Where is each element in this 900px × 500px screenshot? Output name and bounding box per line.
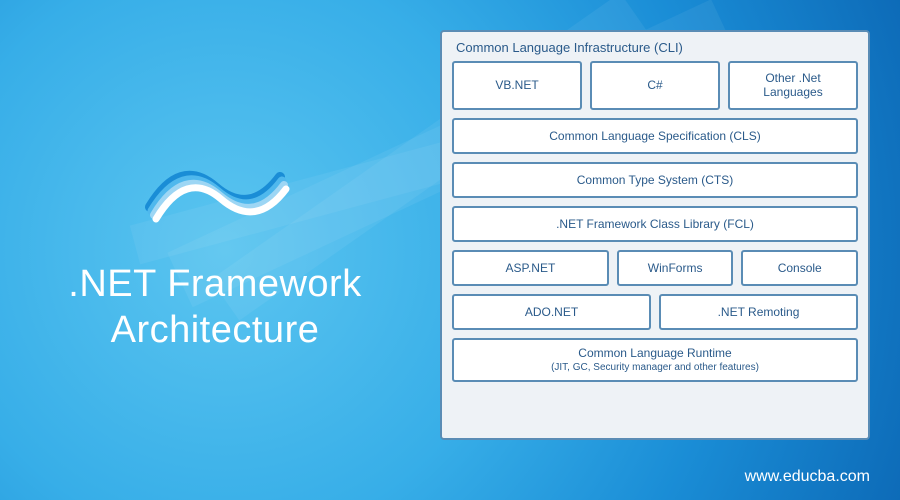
- box-other-languages: Other .Net Languages: [728, 61, 858, 110]
- page-title: .NET Framework Architecture: [68, 262, 361, 353]
- row-languages: VB.NET C# Other .Net Languages: [452, 61, 858, 110]
- row-clr: Common Language Runtime (JIT, GC, Securi…: [452, 338, 858, 382]
- box-console: Console: [741, 250, 858, 286]
- box-cts: Common Type System (CTS): [452, 162, 858, 198]
- box-winforms: WinForms: [617, 250, 734, 286]
- box-clr-main: Common Language Runtime: [578, 346, 731, 360]
- row-frameworks: ASP.NET WinForms Console: [452, 250, 858, 286]
- row-data: ADO.NET .NET Remoting: [452, 294, 858, 330]
- left-panel: .NET Framework Architecture: [0, 0, 430, 500]
- box-cls: Common Language Specification (CLS): [452, 118, 858, 154]
- row-cls: Common Language Specification (CLS): [452, 118, 858, 154]
- architecture-diagram: Common Language Infrastructure (CLI) VB.…: [440, 30, 870, 440]
- row-fcl: .NET Framework Class Library (FCL): [452, 206, 858, 242]
- row-cts: Common Type System (CTS): [452, 162, 858, 198]
- title-line-1: .NET Framework: [68, 262, 361, 308]
- box-clr-sub: (JIT, GC, Security manager and other fea…: [551, 362, 759, 374]
- box-adonet: ADO.NET: [452, 294, 651, 330]
- source-url: www.educba.com: [745, 468, 870, 486]
- diagram-title: Common Language Infrastructure (CLI): [452, 40, 858, 55]
- box-csharp: C#: [590, 61, 720, 110]
- box-clr: Common Language Runtime (JIT, GC, Securi…: [452, 338, 858, 382]
- title-line-2: Architecture: [68, 308, 361, 354]
- box-remoting: .NET Remoting: [659, 294, 858, 330]
- box-aspnet: ASP.NET: [452, 250, 609, 286]
- dotnet-logo: [140, 147, 290, 237]
- box-vbnet: VB.NET: [452, 61, 582, 110]
- box-fcl: .NET Framework Class Library (FCL): [452, 206, 858, 242]
